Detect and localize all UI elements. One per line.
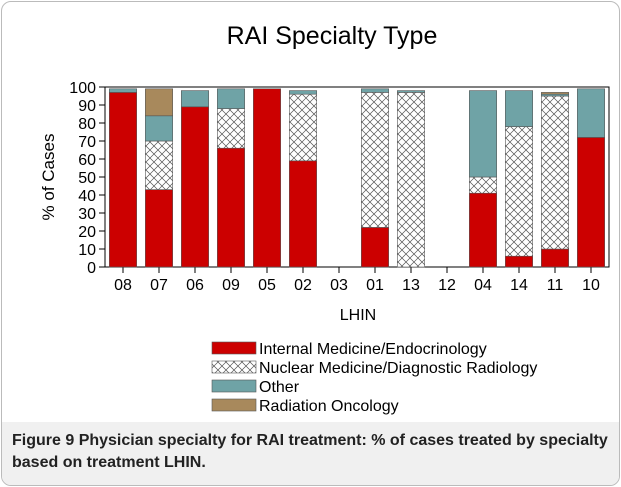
x-tick-label: 07 (150, 277, 168, 294)
bar-segment (145, 140, 173, 190)
plot-frame (104, 86, 610, 268)
bar-segment (541, 248, 569, 268)
x-tick-label: 02 (294, 277, 312, 294)
bar-segment (541, 95, 569, 250)
bar-segment (541, 92, 569, 95)
legend-label: Other (259, 379, 300, 396)
bar-segment (181, 90, 209, 108)
y-tick-label: 30 (78, 206, 96, 223)
bar-segment (469, 192, 497, 268)
bar-segment (145, 88, 173, 117)
bar-segment (505, 90, 533, 127)
y-tick-label: 60 (78, 152, 96, 169)
legend-swatch (211, 360, 257, 374)
x-tick-label: 10 (582, 277, 600, 294)
bar-segment (469, 176, 497, 194)
y-axis-label: % of Cases (39, 134, 58, 221)
y-tick-label: 0 (87, 260, 96, 277)
y-tick-label: 90 (78, 98, 96, 115)
legend-swatch (211, 379, 257, 393)
bar-segment (181, 106, 209, 268)
x-axis-label: LHIN (340, 307, 376, 324)
x-tick-label: 12 (438, 277, 456, 294)
chart: RAI Specialty Type % of Cases LHIN 01020… (39, 22, 610, 415)
x-tick-label: 06 (186, 277, 204, 294)
x-tick-label: 03 (330, 277, 348, 294)
y-tick-label: 100 (69, 80, 96, 97)
y-tick-label: 40 (78, 188, 96, 205)
bar-segment (505, 126, 533, 257)
x-tick-label: 05 (258, 277, 276, 294)
y-tick-label: 80 (78, 116, 96, 133)
bar-segment (217, 88, 245, 109)
caption-text: Physician specialty for RAI treatment: %… (12, 432, 608, 471)
chart-title: RAI Specialty Type (227, 22, 438, 50)
x-tick-label: 14 (510, 277, 528, 294)
bar-segment (145, 115, 173, 142)
bar-segment (397, 90, 425, 93)
bar-segment (253, 88, 281, 268)
caption: Figure 9 Physician specialty for RAI tre… (2, 422, 619, 485)
bar-segment (469, 90, 497, 178)
x-tick-label: 08 (114, 277, 132, 294)
bar-segment (361, 92, 389, 228)
legend-label: Internal Medicine/Endocrinology (259, 341, 487, 358)
y-tick-label: 10 (78, 242, 96, 259)
bar-segment (577, 88, 605, 138)
bar-segment (577, 137, 605, 268)
bar-segment (289, 160, 317, 268)
bar-segment (289, 90, 317, 95)
legend-label: Nuclear Medicine/Diagnostic Radiology (259, 360, 537, 377)
bar-segment (145, 189, 173, 268)
bar-segment (289, 93, 317, 162)
bar-segment (217, 108, 245, 149)
bar-segment (397, 92, 425, 268)
caption-label: Figure 9 (12, 432, 75, 449)
x-tick-label: 04 (474, 277, 492, 294)
legend-swatch (211, 341, 257, 355)
bar-segment (217, 147, 245, 268)
legend-swatch (211, 398, 257, 412)
legend-label: Radiation Oncology (259, 398, 399, 415)
bar-segment (109, 88, 137, 93)
x-tick-label: 01 (366, 277, 384, 294)
y-tick-label: 50 (78, 170, 96, 187)
bar-segment (505, 255, 533, 268)
bar-segment (361, 88, 389, 93)
bar-segment (109, 92, 137, 268)
x-tick-label: 13 (402, 277, 420, 294)
x-tick-label: 09 (222, 277, 240, 294)
y-tick-label: 20 (78, 224, 96, 241)
bar-segment (361, 227, 389, 268)
y-tick-label: 70 (78, 134, 96, 151)
x-tick-label: 11 (547, 277, 564, 294)
